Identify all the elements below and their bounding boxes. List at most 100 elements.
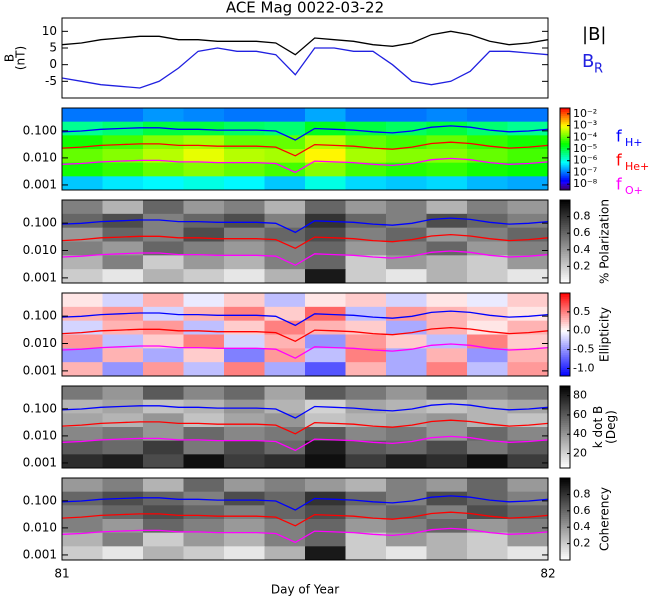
legend-label: f	[616, 175, 622, 194]
colorbar-cell	[560, 553, 570, 557]
spectrogram-cell	[224, 362, 265, 377]
spectrogram-cell	[224, 213, 265, 229]
spectrogram-cell	[183, 348, 225, 363]
colorbar-cell	[560, 251, 570, 255]
colorbar-cell	[560, 514, 570, 518]
spectrogram-cell	[467, 121, 508, 136]
spectrogram-cell	[345, 348, 387, 363]
spectrogram-cell	[224, 269, 265, 284]
colorbar-cell	[560, 361, 570, 365]
spectrogram-cell	[143, 386, 184, 401]
spectrogram-cell	[183, 149, 225, 164]
colorbar-cell	[560, 253, 570, 257]
colorbar-cell	[560, 537, 570, 540]
chart-title: ACE Mag 0022-03-22	[226, 0, 384, 17]
spectrogram-cell	[467, 532, 508, 547]
colorbar-tick-label: 0.2	[573, 537, 591, 550]
spectrogram-cell	[224, 121, 265, 136]
colorbar-cell	[560, 340, 570, 344]
gyrofrequency-line	[62, 419, 548, 435]
colorbar-cell	[560, 313, 570, 317]
spectrogram-cell	[62, 348, 103, 363]
panel-frame	[61, 477, 549, 561]
spectrogram-cell	[62, 255, 103, 270]
colorbar-cell	[560, 237, 570, 240]
legend-subscript: He+	[625, 160, 649, 173]
colorbar-cell	[560, 506, 570, 510]
legend-subscript: O+	[625, 184, 643, 197]
spectrogram-cell	[345, 362, 387, 377]
spectrogram-cell	[62, 427, 103, 442]
spectrogram-cell	[467, 241, 508, 256]
colorbar-cell	[560, 181, 570, 185]
colorbar-cell	[560, 437, 570, 440]
spectrogram-cell	[143, 348, 184, 363]
colorbar-cell	[560, 414, 570, 418]
spectrogram-cell	[264, 241, 306, 256]
spectrogram-cell	[467, 135, 508, 150]
spectrogram-cell	[224, 135, 265, 150]
colorbar-cell	[560, 355, 570, 358]
colorbar-cell	[560, 453, 570, 457]
colorbar-cell	[560, 439, 570, 442]
spectrogram-cell	[102, 108, 144, 123]
colorbar-tick-label: 60	[573, 408, 587, 421]
spectrogram-cell	[143, 532, 184, 547]
colorbar-cell	[560, 151, 570, 154]
colorbar-cell	[560, 346, 570, 350]
colorbar-cell	[560, 126, 570, 129]
spectrogram-cell	[467, 362, 508, 377]
spectrogram-cell	[183, 255, 225, 270]
colorbar-tick-label: 10⁻⁸	[573, 177, 598, 190]
spectrogram-cell	[386, 454, 427, 469]
colorbar-cell	[560, 159, 570, 162]
colorbar-cell	[560, 392, 570, 395]
y-tick-label: 5	[49, 41, 57, 55]
colorbar-cell	[560, 108, 570, 111]
colorbar-cell	[560, 322, 570, 325]
colorbar-cell	[560, 142, 570, 146]
spectrogram-cell	[102, 162, 144, 177]
legend-subscript: H+	[625, 136, 643, 149]
colorbar-cell	[560, 390, 570, 393]
colorbar-cell	[560, 386, 570, 389]
spectrogram-cell	[507, 399, 549, 414]
colorbar-cell	[560, 549, 570, 553]
spectrogram-cell	[305, 386, 346, 401]
spectrogram-cell	[467, 320, 508, 335]
spectrogram-cell	[386, 149, 427, 164]
spectrogram-cell	[264, 440, 306, 455]
spectrogram-cell	[345, 478, 387, 493]
spectrogram-cell	[305, 293, 346, 308]
spectrogram-cell	[62, 440, 103, 455]
colorbar-cell	[560, 555, 570, 559]
spectrogram-cell	[345, 491, 387, 506]
spectrogram-cell	[386, 386, 427, 401]
spectrogram-cell	[386, 334, 427, 349]
gyrofrequency-line	[62, 527, 548, 544]
spectrogram-cell	[224, 176, 265, 191]
spectrogram-cell	[264, 135, 306, 150]
y-tick-label: -5	[45, 74, 57, 88]
spectrogram-cell	[467, 334, 508, 349]
spectrogram-cell	[426, 348, 468, 363]
spectrogram-cell	[102, 348, 144, 363]
colorbar-cell	[560, 268, 570, 272]
spectrogram-cell	[264, 532, 306, 547]
colorbar-cell	[560, 342, 570, 346]
spectrogram-cell	[183, 121, 225, 136]
spectrogram-cell	[62, 149, 103, 164]
colorbar-cell	[560, 496, 570, 499]
spectrogram-cell	[345, 255, 387, 270]
colorbar-cell	[560, 153, 570, 156]
y-tick-label: 0.001	[23, 177, 57, 191]
colorbar-cell	[560, 175, 570, 179]
colorbar-cell	[560, 264, 570, 267]
gyrofrequency-line	[62, 435, 548, 452]
spectrogram-cell	[305, 454, 346, 469]
spectrogram-cell	[345, 532, 387, 547]
spectrogram-cell	[264, 478, 306, 493]
spectrogram-cell	[507, 440, 549, 455]
colorbar-cell	[560, 307, 570, 311]
spectrogram-cell	[345, 108, 387, 123]
